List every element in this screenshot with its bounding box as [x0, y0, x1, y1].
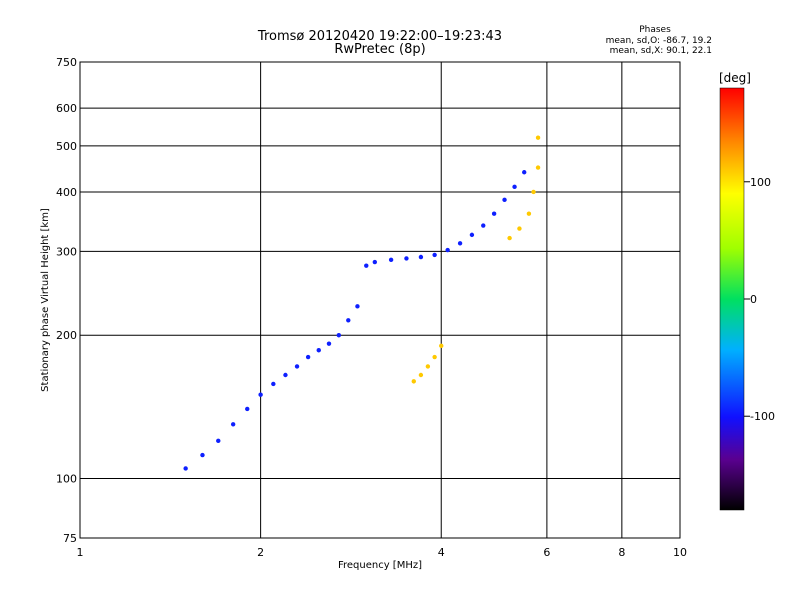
data-point [336, 333, 342, 338]
data-point [183, 466, 188, 471]
y-tick-label: 300 [56, 245, 77, 258]
colorbar-label: [deg] [719, 71, 751, 85]
y-tick-label: 100 [56, 473, 77, 486]
x-tick-label: 4 [438, 546, 445, 559]
data-point [216, 438, 221, 444]
data-point [445, 247, 450, 253]
data-point [522, 170, 527, 175]
y-tick-labels: 75 100 200 300 400 500 600 750 [56, 56, 77, 545]
data-point [230, 422, 236, 427]
colorbar-tick-label: 100 [750, 176, 771, 189]
data-point [258, 392, 263, 397]
data-point [469, 232, 475, 238]
data-point [432, 354, 437, 360]
y-tick-label: 600 [56, 102, 77, 115]
phases-x-line: mean, sd,X: 90.1, 22.1 [610, 46, 712, 56]
colorbar-tick-label: 0 [750, 293, 757, 306]
data-point [418, 254, 424, 260]
data-point [271, 381, 276, 387]
data-point [418, 372, 424, 378]
data-point [531, 189, 536, 195]
data-point [283, 372, 288, 378]
data-point [517, 226, 522, 231]
data-point [512, 184, 517, 190]
x-tick-label: 10 [673, 546, 687, 559]
chart-subtitle: RwPretec (8p) [334, 42, 425, 57]
data-point [388, 257, 394, 263]
data-point [502, 197, 507, 203]
data-point [457, 241, 463, 246]
y-tick-label: 500 [56, 140, 77, 153]
y-tick-label: 200 [56, 329, 77, 342]
data-point [535, 135, 541, 140]
y-axis-label: Stationary phase Virtual Height [km] [40, 208, 51, 392]
data-point [355, 304, 360, 309]
x-tick-label: 8 [618, 546, 625, 559]
colorbar-ticks: 100 0 -100 [744, 176, 775, 423]
data-point [411, 379, 416, 384]
chart-title: Tromsø 20120420 19:22:00–19:23:43 [257, 29, 502, 44]
grid [80, 62, 680, 538]
data-point [425, 364, 431, 369]
x-axis-label: Frequency [MHz] [338, 560, 422, 571]
data-point [245, 406, 250, 412]
data-point [305, 354, 311, 360]
data-point [432, 252, 437, 258]
phases-o-line: mean, sd,O: -86.7, 19.2 [606, 36, 712, 46]
data-point [526, 211, 532, 216]
y-tick-label: 750 [56, 56, 77, 69]
data-point [439, 343, 444, 349]
data-point [535, 165, 541, 170]
data-point [372, 259, 378, 265]
data-point [346, 318, 351, 323]
x-tick-labels: 1 2 4 6 8 10 [77, 546, 688, 559]
phases-title: Phases [639, 25, 671, 35]
colorbar-tick-label: -100 [750, 410, 775, 423]
data-point [316, 348, 321, 353]
data-point [507, 235, 512, 241]
data-point [294, 364, 300, 369]
data-point [491, 211, 497, 216]
x-tick-label: 2 [257, 546, 264, 559]
data-points [183, 135, 541, 471]
data-point [326, 341, 332, 346]
y-tick-label: 75 [63, 532, 77, 545]
x-tick-label: 6 [543, 546, 550, 559]
data-point [404, 256, 409, 261]
plot-frame [79, 61, 681, 539]
y-tick-label: 400 [56, 186, 77, 199]
data-point [481, 223, 486, 228]
data-point [200, 452, 205, 458]
data-point [364, 263, 369, 268]
x-tick-label: 1 [77, 546, 84, 559]
colorbar [719, 87, 745, 511]
